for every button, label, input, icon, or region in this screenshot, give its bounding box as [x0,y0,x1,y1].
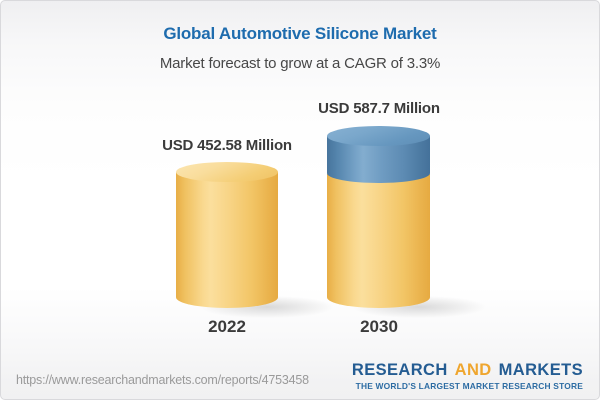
cylinder-body-2022 [176,172,278,308]
category-label-2030: 2030 [360,317,398,336]
cylinder-body-2030 [327,174,430,308]
logo-word-markets: MARKETS [498,361,583,379]
chart-subtitle: Market forecast to grow at a CAGR of 3.3… [159,55,441,72]
bar-cylinder-2030 [327,126,430,308]
report-url: https://www.researchandmarkets.com/repor… [16,373,309,387]
logo-word-and: AND [454,361,492,379]
research-and-markets-logo: RESEARCH AND MARKETS THE WORLD'S LARGEST… [352,361,583,391]
logo-wordmark: RESEARCH AND MARKETS [352,361,583,380]
value-label-2022: USD 452.58 Million [162,137,292,154]
cylinder-top-ellipse-2030 [327,126,430,146]
value-label-2030: USD 587.7 Million [318,100,440,117]
category-label-2022: 2022 [208,317,246,336]
chart-title: Global Automotive Silicone Market [163,24,437,43]
bar-cylinder-2022 [176,162,278,308]
cylinder-top-ellipse-2022 [176,162,278,182]
logo-tagline: THE WORLD'S LARGEST MARKET RESEARCH STOR… [355,381,583,391]
logo-word-research: RESEARCH [351,361,448,379]
